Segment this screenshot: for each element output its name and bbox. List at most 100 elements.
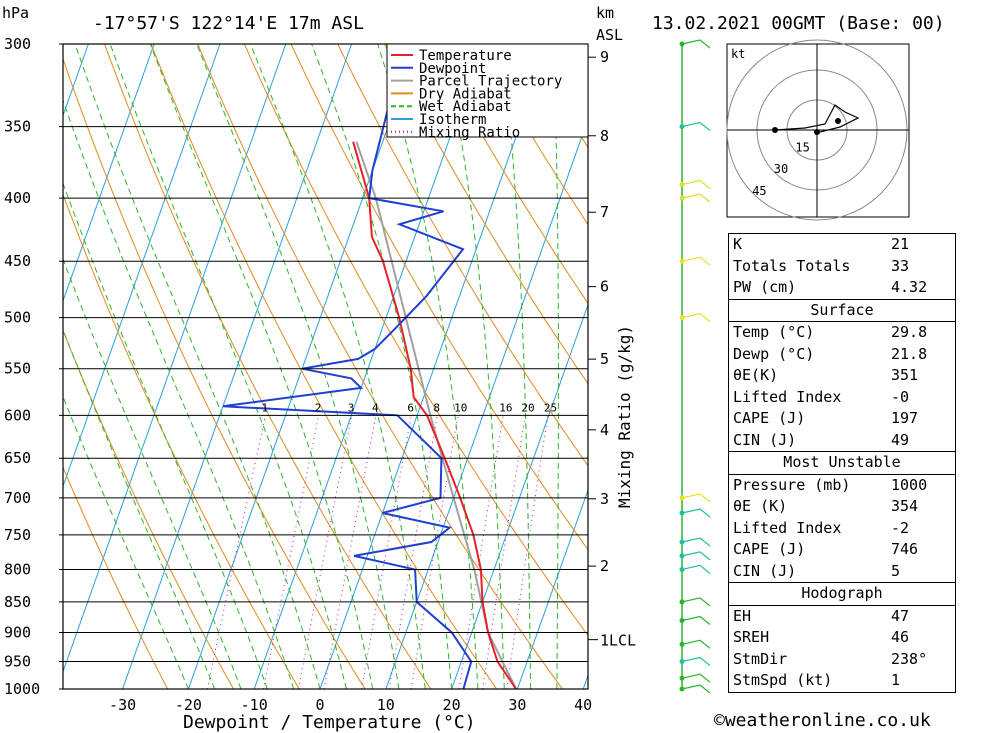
temperature-tick-label: 30 bbox=[508, 696, 526, 714]
stmdir-label: StmDir bbox=[733, 649, 788, 668]
surface-temp-value: 29.8 bbox=[891, 323, 928, 341]
mixing-ratio-tick-label: 2 bbox=[315, 401, 322, 414]
legend-label: Dewpoint bbox=[419, 61, 486, 77]
legend-label: Temperature bbox=[419, 48, 512, 64]
dewpoint-line bbox=[222, 44, 473, 689]
temperature-tick-label: 20 bbox=[443, 696, 461, 714]
mixing-ratio-tick-label: 10 bbox=[454, 401, 467, 414]
indices-panel: K 21 Totals Totals 33 PW (cm) 4.32 Surface … bbox=[728, 233, 956, 693]
height-tick-label: 6 bbox=[600, 278, 609, 296]
wind-barb bbox=[681, 551, 711, 561]
wind-profile bbox=[679, 39, 711, 694]
hodograph-trace bbox=[774, 104, 860, 133]
location-title: -17°57'S 122°14'E 17m ASL bbox=[93, 13, 364, 34]
temperature-tick-label: 10 bbox=[377, 696, 395, 714]
surface-title: Surface bbox=[729, 298, 955, 322]
isotherm-line bbox=[385, 117, 588, 689]
surface-li-value: -0 bbox=[891, 387, 910, 406]
lcl-label: 1LCL bbox=[600, 632, 636, 650]
wind-barb bbox=[681, 615, 711, 625]
mixing-ratio-axis-label: Mixing Ratio (g/kg) bbox=[615, 325, 634, 508]
wind-barb bbox=[681, 639, 711, 649]
wind-barb bbox=[681, 684, 711, 694]
mixing-ratio-tick-label: 6 bbox=[407, 401, 414, 414]
k-label: K bbox=[733, 235, 743, 253]
surface-li-label: Lifted Index bbox=[733, 387, 842, 406]
wet-adiabat-line bbox=[63, 99, 295, 689]
mu-li-label: Lifted Index bbox=[733, 518, 842, 537]
wet-adiabat-line bbox=[63, 328, 216, 689]
surface-cape-value: 197 bbox=[891, 409, 919, 427]
dry-adiabat-line bbox=[63, 193, 300, 689]
surface-cape-label: CAPE (J) bbox=[733, 409, 806, 427]
wind-barb bbox=[681, 564, 711, 574]
mixing-ratio-tick-label: 16 bbox=[499, 401, 512, 414]
pressure-tick-label: 750 bbox=[4, 526, 31, 544]
isotherm-line bbox=[319, 44, 550, 689]
surface-theta-value: 351 bbox=[891, 366, 919, 384]
pressure-tick-label: 900 bbox=[4, 624, 31, 642]
mu-cape-label: CAPE (J) bbox=[733, 540, 806, 558]
height-tick-label: 4 bbox=[600, 421, 609, 439]
temperature-tick-label: 0 bbox=[315, 696, 324, 714]
wind-barb bbox=[681, 39, 711, 49]
temperature-tick-label: 40 bbox=[574, 696, 592, 714]
wet-adiabat-line bbox=[74, 44, 321, 689]
pressure-tick-label: 1000 bbox=[4, 680, 40, 698]
hodograph-point bbox=[835, 118, 841, 124]
legend-label: Parcel Trajectory bbox=[419, 74, 562, 90]
wind-barb bbox=[681, 493, 711, 503]
wind-barb bbox=[681, 313, 711, 323]
mixing-ratio-line bbox=[388, 415, 438, 689]
surface-cin-label: CIN (J) bbox=[733, 430, 797, 449]
k-value: 21 bbox=[891, 235, 910, 253]
credit-link[interactable]: ©weatheronline.co.uk bbox=[714, 710, 931, 731]
isotherm-line bbox=[451, 303, 588, 689]
temperature-tick-label: -30 bbox=[109, 696, 136, 714]
pressure-tick-label: 450 bbox=[4, 252, 31, 270]
hodograph-ring-label: 45 bbox=[752, 184, 766, 198]
totals-label: Totals Totals bbox=[733, 256, 851, 275]
wind-barb bbox=[681, 597, 711, 607]
hodograph-storm-motion bbox=[814, 129, 820, 135]
legend-label: Wet Adiabat bbox=[419, 99, 512, 115]
surface-dewp-value: 21.8 bbox=[891, 344, 928, 363]
dry-adiabat-line bbox=[430, 44, 588, 305]
wind-barb bbox=[681, 193, 711, 203]
mu-li-value: -2 bbox=[891, 518, 910, 537]
pressure-tick-label: 600 bbox=[4, 406, 31, 424]
mixing-ratio-tick-label: 20 bbox=[521, 401, 534, 414]
pressure-tick-label: 950 bbox=[4, 653, 31, 671]
dry-adiabat-line bbox=[63, 466, 169, 689]
hpa-unit-label: hPa bbox=[2, 4, 29, 22]
legend-label: Isotherm bbox=[419, 112, 486, 128]
temperature-tick-label: -10 bbox=[241, 696, 268, 714]
mixing-ratio-line bbox=[482, 415, 526, 689]
mu-theta-label: θE (K) bbox=[733, 497, 788, 515]
mu-theta-value: 354 bbox=[891, 497, 919, 515]
surface-cin-value: 49 bbox=[891, 430, 910, 449]
eh-value: 47 bbox=[891, 606, 910, 625]
height-tick-label: 5 bbox=[600, 350, 609, 368]
wet-adiabat-line bbox=[149, 44, 374, 689]
mixing-ratio-tick-label: 3 bbox=[348, 401, 355, 414]
dry-adiabat-line bbox=[104, 44, 432, 689]
hodograph-ring-label: 15 bbox=[795, 141, 809, 155]
temperature-line bbox=[352, 141, 517, 689]
hodograph-unit-label: kt bbox=[731, 47, 745, 61]
surface-temp-label: Temp (°C) bbox=[733, 323, 815, 341]
dry-adiabat-line bbox=[63, 329, 234, 689]
hodograph: kt 15 30 45 bbox=[726, 39, 910, 221]
mixing-ratio-line bbox=[297, 415, 353, 689]
mixing-ratio-line bbox=[410, 415, 459, 689]
pressure-tick-label: 650 bbox=[4, 449, 31, 467]
datetime-title: 13.02.2021 00GMT (Base: 00) bbox=[652, 13, 945, 34]
mixing-ratio-tick-label: 1 bbox=[261, 401, 268, 414]
pressure-tick-label: 300 bbox=[4, 35, 31, 53]
eh-label: EH bbox=[733, 606, 752, 625]
isotherm-line bbox=[187, 44, 418, 689]
x-axis-label: Dewpoint / Temperature (°C) bbox=[183, 712, 476, 733]
dry-adiabat-line bbox=[383, 44, 588, 385]
